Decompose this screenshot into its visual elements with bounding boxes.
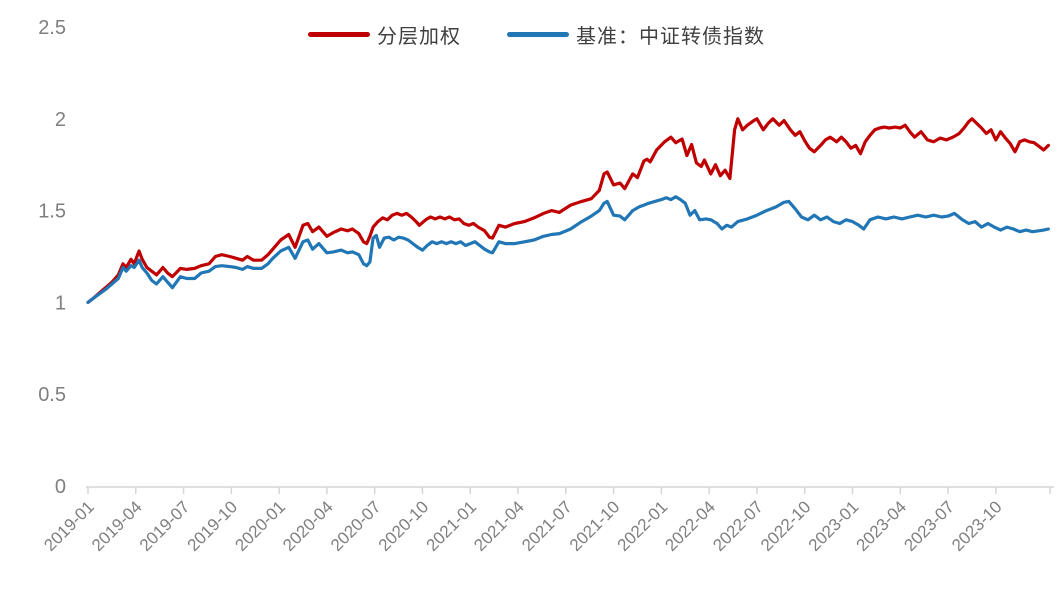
x-tick-label: 2023-10 <box>948 497 1006 555</box>
x-tick-label: 2019-07 <box>136 497 194 555</box>
y-tick-label: 2.5 <box>38 17 66 39</box>
legend-label-strategy: 分层加权 <box>377 26 461 48</box>
x-tick-label: 2021-01 <box>423 497 481 555</box>
x-tick-label: 2020-10 <box>375 497 433 555</box>
legend-item-strategy: 分层加权 <box>308 20 461 49</box>
legend-item-benchmark: 基准：中证转债指数 <box>507 20 765 49</box>
x-tick-label: 2019-04 <box>88 497 146 555</box>
x-tick-label: 2023-07 <box>900 497 958 555</box>
series-line-0 <box>86 117 1051 304</box>
y-tick-label: 2 <box>55 109 66 131</box>
x-tick-label: 2022-07 <box>709 497 767 555</box>
x-tick-label: 2022-01 <box>614 497 672 555</box>
legend-label-benchmark: 基准：中证转债指数 <box>576 26 765 48</box>
x-tick-label: 2019-01 <box>40 497 98 555</box>
x-tick-label: 2020-04 <box>279 497 337 555</box>
x-tick-label: 2021-07 <box>518 497 576 555</box>
x-tick-label: 2020-07 <box>327 497 385 555</box>
x-tick-label: 2023-01 <box>805 497 863 555</box>
legend: 分层加权 基准：中证转债指数 <box>308 20 765 49</box>
legend-swatch-strategy <box>308 32 370 37</box>
x-tick-label: 2022-04 <box>661 497 719 555</box>
x-tick-label: 2023-04 <box>853 497 911 555</box>
x-tick-label: 2019-10 <box>184 497 242 555</box>
legend-swatch-benchmark <box>507 32 569 37</box>
y-tick-label: 1.5 <box>38 201 66 223</box>
x-tick-label: 2021-10 <box>566 497 624 555</box>
series-line-1 <box>86 195 1051 304</box>
x-tick-label: 2020-01 <box>231 497 289 555</box>
x-tick-label: 2022-10 <box>757 497 815 555</box>
y-tick-label: 0.5 <box>38 384 66 406</box>
x-tick-label: 2021-04 <box>470 497 528 555</box>
y-tick-label: 0 <box>55 476 66 498</box>
y-tick-label: 1 <box>55 292 66 314</box>
